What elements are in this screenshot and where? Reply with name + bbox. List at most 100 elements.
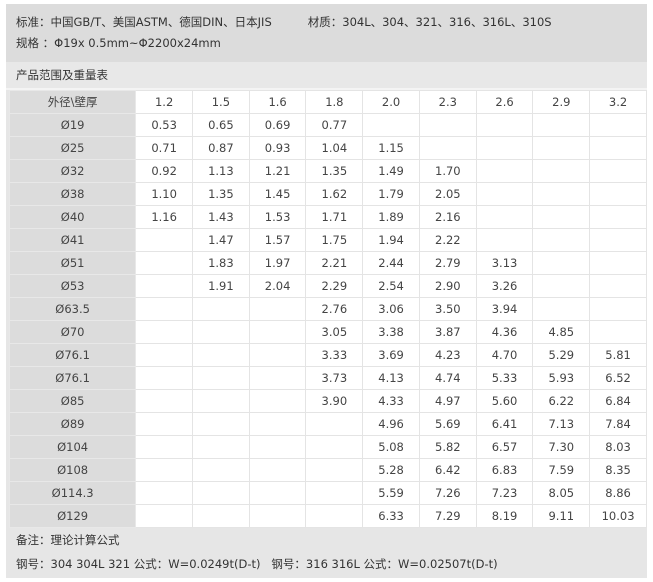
weight-cell: 7.29 <box>418 504 477 528</box>
table-row: Ø53 1.91 2.04 2.29 2.54 2.90 3.26 <box>8 274 647 298</box>
weight-cell: 7.23 <box>475 481 534 505</box>
weight-cell <box>305 412 364 436</box>
row-label: Ø53 <box>8 274 137 298</box>
weight-cell: 1.35 <box>192 182 250 206</box>
weight-cell: 1.57 <box>248 228 307 252</box>
standard-text: 标准：中国GB/T、美国ASTM、德国DIN、日本JIS <box>16 15 272 29</box>
column-header: 2.9 <box>532 90 591 114</box>
weight-cell: 5.60 <box>475 389 534 413</box>
row-label: Ø25 <box>8 136 137 160</box>
weight-cell: 1.13 <box>192 159 250 183</box>
table-row: Ø108 5.28 6.42 6.83 7.59 8.35 <box>8 458 647 482</box>
weight-cell <box>475 136 534 160</box>
weight-cell: 1.49 <box>362 159 420 183</box>
weight-cell <box>248 343 307 367</box>
table-row: Ø76.1 3.33 3.69 4.23 4.70 5.29 5.81 <box>8 343 647 367</box>
weight-cell <box>192 320 250 344</box>
weight-cell: 6.57 <box>475 435 534 459</box>
weight-cell: 10.03 <box>589 504 647 528</box>
weight-cell <box>248 435 307 459</box>
row-label: Ø63.5 <box>8 297 137 321</box>
weight-cell <box>532 159 591 183</box>
weight-cell <box>305 435 364 459</box>
weight-cell: 1.04 <box>305 136 364 160</box>
weight-cell: 4.36 <box>475 320 534 344</box>
weight-cell: 3.94 <box>475 297 534 321</box>
table-row: Ø32 0.92 1.13 1.21 1.35 1.49 1.70 <box>8 159 647 183</box>
weight-cell <box>135 481 193 505</box>
weight-cell: 1.71 <box>305 205 364 229</box>
table-row: Ø114.3 5.59 7.26 7.23 8.05 8.86 <box>8 481 647 505</box>
weight-cell <box>135 412 193 436</box>
weight-cell <box>135 251 193 275</box>
weight-cell: 3.05 <box>305 320 364 344</box>
weight-cell: 4.23 <box>418 343 477 367</box>
weight-cell: 5.29 <box>532 343 591 367</box>
weight-cell: 3.69 <box>362 343 420 367</box>
weight-cell: 2.54 <box>362 274 420 298</box>
row-label: Ø76.1 <box>8 343 137 367</box>
weight-cell <box>135 504 193 528</box>
table-row: Ø104 5.08 5.82 6.57 7.30 8.03 <box>8 435 647 459</box>
weight-cell: 0.71 <box>135 136 193 160</box>
weight-cell: 2.22 <box>418 228 477 252</box>
table-row: Ø40 1.16 1.43 1.53 1.71 1.89 2.16 <box>8 205 647 229</box>
weight-cell <box>135 274 193 298</box>
weight-table: 外径\壁厚 1.2 1.5 1.6 1.8 2.0 2.3 2.6 2.9 3.2 Ø19 0.53 0… <box>8 90 647 528</box>
weight-cell: 5.82 <box>418 435 477 459</box>
weight-cell: 0.92 <box>135 159 193 183</box>
weight-cell: 3.38 <box>362 320 420 344</box>
row-label: Ø76.1 <box>8 366 137 390</box>
weight-cell <box>589 228 647 252</box>
weight-cell: 1.21 <box>248 159 307 183</box>
weight-cell: 8.19 <box>475 504 534 528</box>
table-row: Ø70 3.05 3.38 3.87 4.36 4.85 <box>8 320 647 344</box>
weight-cell: 6.42 <box>418 458 477 482</box>
weight-cell <box>532 113 591 137</box>
weight-cell: 1.94 <box>362 228 420 252</box>
weight-cell <box>589 251 647 275</box>
weight-cell <box>418 136 477 160</box>
row-label: Ø70 <box>8 320 137 344</box>
corner-header: 外径\壁厚 <box>8 90 137 114</box>
weight-cell: 1.62 <box>305 182 364 206</box>
weight-cell: 0.77 <box>305 113 364 137</box>
weight-cell: 6.83 <box>475 458 534 482</box>
weight-cell <box>532 205 591 229</box>
weight-cell: 2.76 <box>305 297 364 321</box>
weight-cell: 1.79 <box>362 182 420 206</box>
weight-cell <box>135 228 193 252</box>
weight-cell: 1.16 <box>135 205 193 229</box>
row-label: Ø129 <box>8 504 137 528</box>
weight-cell <box>475 113 534 137</box>
weight-cell <box>589 159 647 183</box>
weight-cell: 1.45 <box>248 182 307 206</box>
weight-cell <box>192 297 250 321</box>
row-label: Ø19 <box>8 113 137 137</box>
weight-cell <box>135 320 193 344</box>
row-label: Ø114.3 <box>8 481 137 505</box>
weight-cell: 6.84 <box>589 389 647 413</box>
weight-cell <box>248 389 307 413</box>
weight-cell <box>589 136 647 160</box>
weight-cell <box>248 504 307 528</box>
weight-cell <box>475 159 534 183</box>
table-row: Ø38 1.10 1.35 1.45 1.62 1.79 2.05 <box>8 182 647 206</box>
weight-cell: 1.91 <box>192 274 250 298</box>
weight-cell: 8.05 <box>532 481 591 505</box>
weight-cell: 4.97 <box>418 389 477 413</box>
weight-cell: 1.10 <box>135 182 193 206</box>
weight-cell <box>135 366 193 390</box>
weight-cell <box>135 297 193 321</box>
weight-cell: 5.33 <box>475 366 534 390</box>
weight-cell <box>248 481 307 505</box>
product-panel: 标准：中国GB/T、美国ASTM、德国DIN、日本JIS 材质：304L、304、… <box>6 4 647 578</box>
size-text: 规格 ：Φ19x 0.5mm~Φ2200x24mm <box>16 36 221 50</box>
weight-cell: 0.65 <box>192 113 250 137</box>
weight-cell <box>589 320 647 344</box>
table-row: Ø25 0.71 0.87 0.93 1.04 1.15 <box>8 136 647 160</box>
column-header: 1.8 <box>305 90 364 114</box>
weight-cell <box>589 274 647 298</box>
table-row: Ø19 0.53 0.65 0.69 0.77 <box>8 113 647 137</box>
weight-cell: 2.90 <box>418 274 477 298</box>
